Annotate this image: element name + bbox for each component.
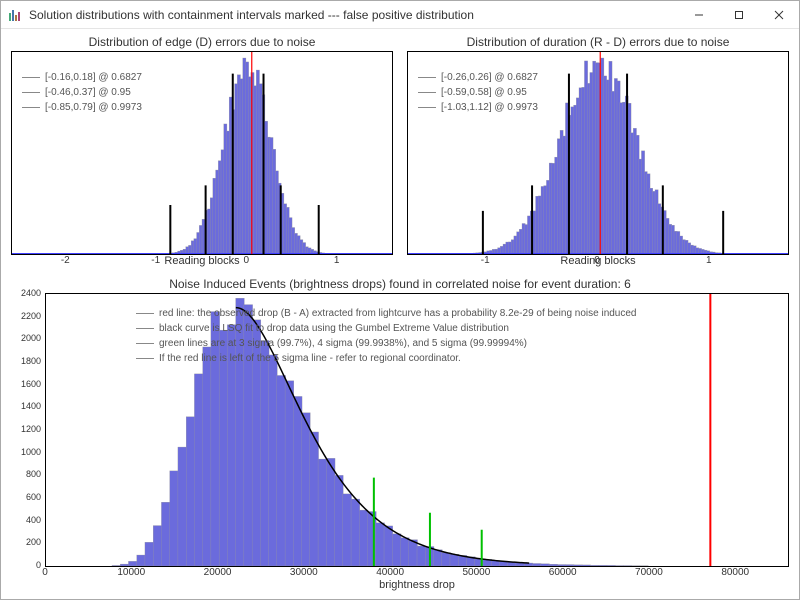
window-title: Solution distributions with containment …: [29, 8, 679, 22]
close-button[interactable]: [759, 1, 799, 29]
legend: red line: the observed drop (B - A) extr…: [136, 306, 637, 366]
chart-duration-errors: Distribution of duration (R - D) errors …: [407, 35, 789, 267]
top-row: Distribution of edge (D) errors due to n…: [11, 35, 789, 267]
x-ticks: 0100002000030000400005000060000700008000…: [45, 567, 789, 579]
content: Distribution of edge (D) errors due to n…: [1, 29, 799, 599]
y-axis-container: number of times noise produced drop 0200…: [11, 293, 45, 591]
window-controls: [679, 1, 799, 29]
app-icon: [7, 7, 23, 23]
titlebar: Solution distributions with containment …: [1, 1, 799, 29]
chart-title: Distribution of duration (R - D) errors …: [407, 35, 789, 49]
plot-area: [-0.26,0.26] @ 0.6827 [-0.59,0.58] @ 0.9…: [407, 51, 789, 255]
minimize-button[interactable]: [679, 1, 719, 29]
plot-area: [-0.16,0.18] @ 0.6827 [-0.46,0.37] @ 0.9…: [11, 51, 393, 255]
legend: [-0.16,0.18] @ 0.6827 [-0.46,0.37] @ 0.9…: [22, 70, 142, 115]
chart-noise-events: Noise Induced Events (brightness drops) …: [11, 277, 789, 591]
x-axis-label: brightness drop: [45, 579, 789, 591]
chart-edge-errors: Distribution of edge (D) errors due to n…: [11, 35, 393, 267]
chart-title: Noise Induced Events (brightness drops) …: [11, 277, 789, 291]
app-window: Solution distributions with containment …: [0, 0, 800, 600]
legend: [-0.26,0.26] @ 0.6827 [-0.59,0.58] @ 0.9…: [418, 70, 538, 115]
plot-area: red line: the observed drop (B - A) extr…: [45, 293, 789, 567]
maximize-button[interactable]: [719, 1, 759, 29]
chart-title: Distribution of edge (D) errors due to n…: [11, 35, 393, 49]
